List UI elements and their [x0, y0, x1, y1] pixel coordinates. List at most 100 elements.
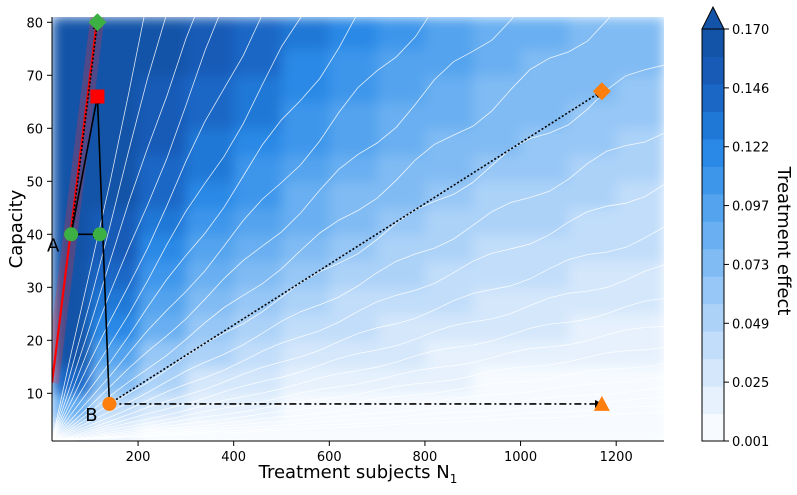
colorbar-tick-label: 0.122: [732, 141, 769, 156]
arrows: [70, 21, 603, 408]
contour-cell: [616, 207, 664, 235]
contour-cell: [424, 393, 474, 421]
contour-cell: [424, 234, 474, 262]
contour-cell: [424, 287, 474, 315]
contour-cell: [233, 154, 283, 182]
contour-cell: [616, 75, 664, 103]
marker-triangle: [593, 395, 610, 411]
contour-cell: [520, 313, 569, 341]
colorbar-segment: [702, 331, 724, 360]
contour-cell: [472, 48, 522, 76]
marker-diamond: [88, 13, 107, 32]
contour-cell: [233, 393, 283, 421]
contour-line: [52, 64, 664, 441]
contour-cell: [568, 128, 617, 156]
contour-cell: [233, 287, 283, 315]
contour-cell: [185, 419, 235, 441]
contour-line: [52, 397, 664, 441]
contour-cell: [377, 48, 426, 76]
colorbar: 0.001 0.025 0.049 0.073 0.097 0.122 0.146 0.170: [701, 5, 769, 450]
contour-cell: [329, 366, 378, 394]
contour-cell: [568, 393, 617, 421]
contour-cell: [90, 154, 139, 182]
contour-cell: [472, 260, 522, 288]
contour-cell: [568, 181, 617, 209]
contour-line: [52, 347, 664, 441]
contour-cell: [52, 75, 91, 103]
contour-cell: [281, 128, 330, 156]
contour-cell: [185, 75, 235, 103]
contour-cell: [377, 181, 426, 209]
contour-lines: [52, 17, 664, 441]
contour-cell: [616, 340, 664, 368]
y-tick-label: 60: [26, 122, 43, 137]
contour-cell: [520, 287, 569, 315]
contour-cell: [424, 17, 474, 50]
contour-cell: [138, 207, 187, 235]
contour-cell: [138, 340, 187, 368]
contour-cell: [472, 287, 522, 315]
contour-cell: [281, 75, 330, 103]
contour-cell: [138, 75, 187, 103]
contour-line: [52, 298, 664, 441]
contour-cell: [233, 419, 283, 441]
y-axis-label: Capacity: [6, 189, 27, 268]
contour-line: [52, 264, 664, 441]
contour-cell: [138, 154, 187, 182]
contour-cell: [52, 48, 91, 76]
contour-line: [52, 17, 219, 441]
colorbar-segment: [702, 358, 724, 387]
contour-cell: [472, 340, 522, 368]
contour-line: [52, 17, 611, 441]
contour-cell: [568, 260, 617, 288]
contour-cell: [185, 234, 235, 262]
contour-cell: [472, 234, 522, 262]
contour-cell: [616, 287, 664, 315]
marker-circle: [64, 227, 79, 242]
contour-cell: [138, 17, 187, 50]
colorbar-segment: [702, 166, 724, 195]
contour-cell: [568, 234, 617, 262]
colorbar-segment: [702, 83, 724, 112]
contour-cell: [138, 101, 187, 129]
colorbar-segment: [702, 111, 724, 140]
arrow-solid: [93, 95, 111, 404]
contour-cell: [138, 48, 187, 76]
colorbar-segment: [702, 56, 724, 85]
colorbar-tick-label: 0.170: [732, 23, 769, 38]
contour-cell: [472, 181, 522, 209]
contour-cell: [329, 75, 378, 103]
y-tick-label: 50: [26, 175, 43, 190]
contour-cell: [520, 101, 569, 129]
contour-cell: [138, 128, 187, 156]
contour-cell: [329, 48, 378, 76]
contour-cell: [90, 260, 139, 288]
contour-cell: [329, 260, 378, 288]
colorbar-segment: [702, 413, 724, 442]
x-tick-label: 600: [317, 450, 342, 465]
contour-cell: [568, 207, 617, 235]
contour-cell: [472, 128, 522, 156]
contour-cell: [90, 181, 139, 209]
contour-cell: [424, 207, 474, 235]
contour-cell: [281, 154, 330, 182]
contour-line: [52, 325, 664, 441]
colorbar-segment: [702, 138, 724, 167]
markers: AB: [47, 13, 611, 426]
contour-cell: [520, 17, 569, 50]
contour-cell: [520, 154, 569, 182]
contour-cell: [568, 340, 617, 368]
contour-line: [52, 184, 664, 441]
contour-cell: [185, 128, 235, 156]
contour-cell: [520, 260, 569, 288]
x-tick-label: 1200: [600, 450, 633, 465]
contour-cell: [424, 313, 474, 341]
contour-cell: [568, 101, 617, 129]
contour-cell: [520, 340, 569, 368]
contour-cell: [377, 234, 426, 262]
x-axis-label: Treatment subjects N1: [258, 462, 458, 486]
colorbar-segment: [702, 221, 724, 250]
contour-cell: [377, 340, 426, 368]
contour-cell: [472, 366, 522, 394]
